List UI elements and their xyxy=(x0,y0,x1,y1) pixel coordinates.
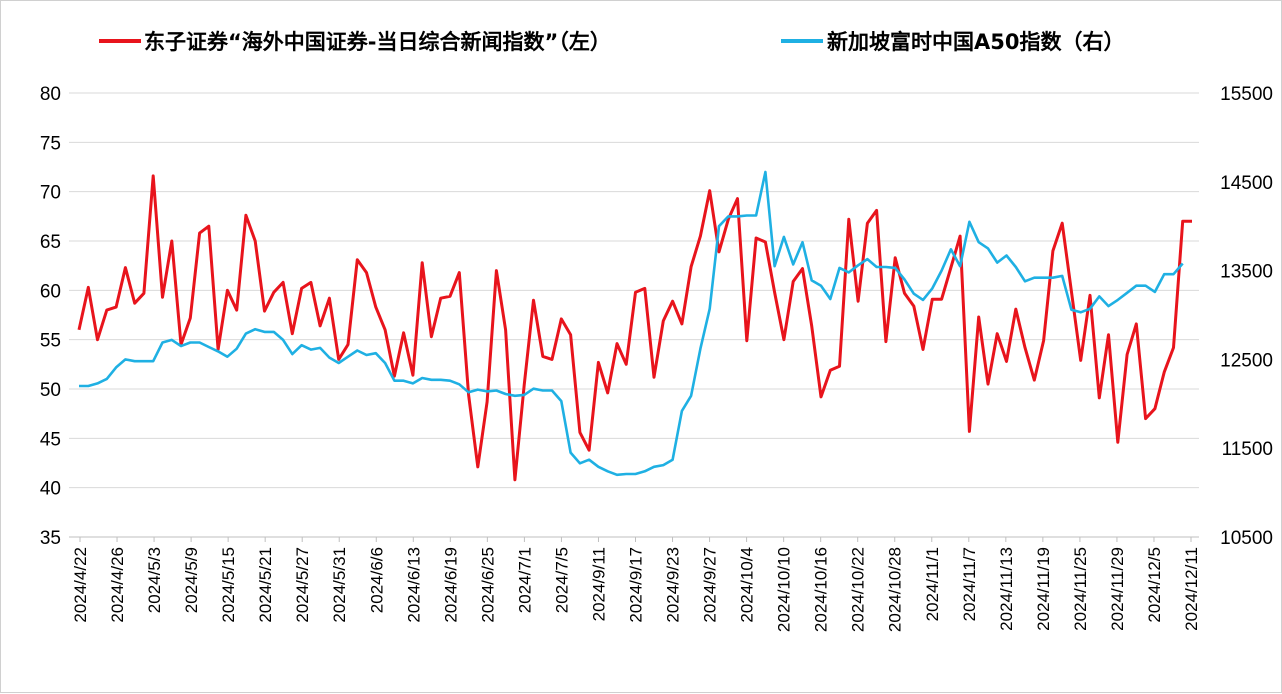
y-right-tick-label: 11500 xyxy=(1222,439,1273,460)
x-tick-label: 2024/11/19 xyxy=(1034,547,1053,631)
y-right-tick-label: 12500 xyxy=(1220,350,1273,371)
y-right-tick-label: 14500 xyxy=(1220,173,1273,194)
x-tick-label: 2024/11/7 xyxy=(960,547,979,621)
x-tick-label: 2024/5/9 xyxy=(182,547,201,613)
x-tick-label: 2024/9/11 xyxy=(589,547,608,621)
y-left-tick-label: 65 xyxy=(40,232,61,253)
x-tick-label: 2024/11/13 xyxy=(997,547,1016,631)
x-tick-label: 2024/9/27 xyxy=(701,547,720,623)
y-left-tick-label: 35 xyxy=(40,528,61,549)
x-tick-label: 2024/6/13 xyxy=(404,547,423,623)
x-tick-label: 2024/10/22 xyxy=(849,547,868,632)
x-tick-label: 2024/12/11 xyxy=(1182,547,1201,631)
y-left-tick-label: 75 xyxy=(40,133,61,154)
x-tick-label: 2024/5/31 xyxy=(330,547,349,623)
x-tick-label: 2024/7/1 xyxy=(515,547,534,613)
x-tick-label: 2024/10/10 xyxy=(775,547,794,632)
x-tick-label: 2024/5/21 xyxy=(256,547,275,623)
x-tick-label: 2024/6/19 xyxy=(441,547,460,623)
y-left-tick-label: 60 xyxy=(40,281,61,302)
x-tick-label: 2024/11/1 xyxy=(923,547,942,621)
series-line-a50-index xyxy=(79,170,1184,477)
legend: 东子证券“海外中国证券-当日综合新闻指数”（左） 新加坡富时中国A50指数（右） xyxy=(99,30,1124,54)
x-tick-label: 2024/10/4 xyxy=(738,547,757,623)
y-left-tick-label: 55 xyxy=(40,331,61,352)
x-tick-label: 2024/7/5 xyxy=(552,547,571,613)
y-right-tick-label: 13500 xyxy=(1220,262,1273,283)
series-line-news-index xyxy=(77,174,1192,482)
x-tick-label: 2024/5/3 xyxy=(145,547,164,613)
y-axis-left: 35 40 45 50 55 60 65 70 75 80 xyxy=(40,84,61,549)
x-tick-label: 2024/6/25 xyxy=(478,547,497,623)
y-axis-right: 10500 11500 12500 13500 14500 15500 xyxy=(1220,84,1273,549)
x-tick-label: 2024/12/5 xyxy=(1145,547,1164,623)
x-tick-label: 2024/9/23 xyxy=(664,547,683,623)
legend-label-a50-index: 新加坡富时中国A50指数（右） xyxy=(827,30,1124,54)
x-tick-label: 2024/5/27 xyxy=(293,547,312,623)
series-group xyxy=(77,170,1192,482)
x-tick-label: 2024/4/22 xyxy=(71,547,90,623)
y-left-tick-label: 50 xyxy=(40,380,61,401)
y-left-tick-label: 45 xyxy=(40,429,61,450)
x-tick-label: 2024/11/25 xyxy=(1071,547,1090,631)
y-left-tick-label: 80 xyxy=(40,84,61,105)
x-tick-label: 2024/6/6 xyxy=(367,547,386,613)
y-right-tick-label: 15500 xyxy=(1220,84,1273,105)
x-tick-label: 2024/5/15 xyxy=(219,547,238,623)
x-tick-label: 2024/10/28 xyxy=(886,547,905,632)
y-left-tick-label: 70 xyxy=(40,183,61,204)
x-tick-label: 2024/11/29 xyxy=(1108,547,1127,631)
legend-label-news-index: 东子证券“海外中国证券-当日综合新闻指数”（左） xyxy=(144,30,611,54)
x-tick-label: 2024/4/26 xyxy=(108,547,127,623)
x-axis: 2024/4/22 2024/4/26 2024/5/3 2024/5/9 2024/5… xyxy=(69,536,1201,632)
y-left-tick-label: 40 xyxy=(40,479,61,500)
x-tick-label: 2024/9/17 xyxy=(627,547,646,623)
y-right-tick-label: 10500 xyxy=(1220,528,1273,549)
x-tick-label: 2024/10/16 xyxy=(812,547,831,632)
